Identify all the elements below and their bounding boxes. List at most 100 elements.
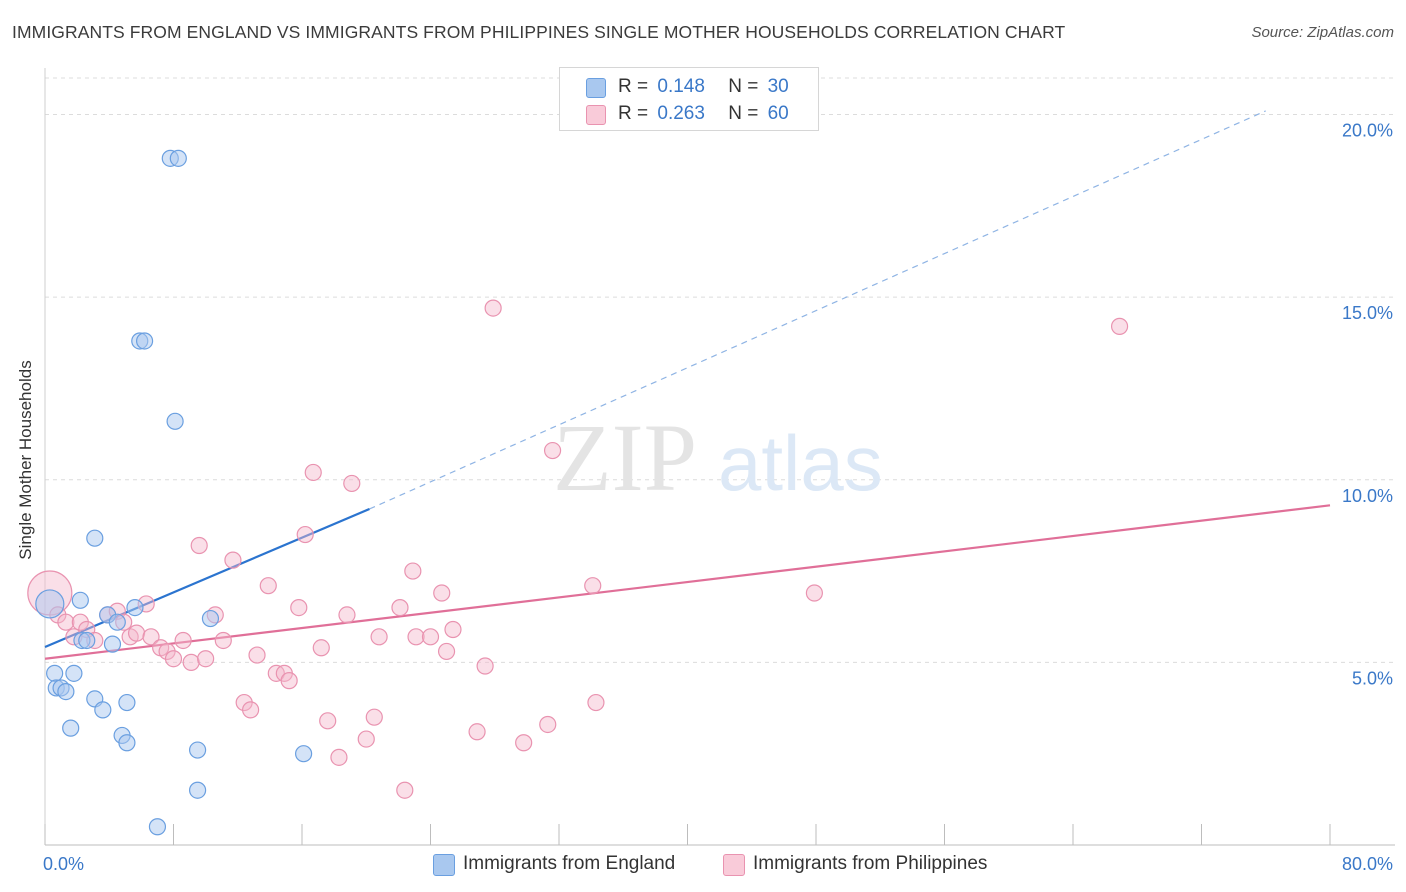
philippines-point <box>280 672 298 690</box>
england-n-label: N = <box>728 76 759 97</box>
y-tick-label: 5.0% <box>1352 668 1393 688</box>
england-point <box>103 635 122 653</box>
axes <box>44 68 1395 846</box>
philippines-point <box>330 748 348 766</box>
philippines-n-value: 60 <box>767 103 789 124</box>
philippines-point <box>407 628 425 646</box>
x-tick-label-max: 80.0% <box>1342 854 1393 874</box>
philippines-point <box>391 598 409 617</box>
philippines-point <box>484 299 502 317</box>
england-n-value: 30 <box>767 76 789 97</box>
philippines-points <box>27 299 1129 799</box>
england-point <box>71 591 89 609</box>
england-point <box>94 701 112 719</box>
philippines-point <box>319 712 337 730</box>
philippines-trend-line <box>44 504 1331 660</box>
grid-lines <box>45 77 1395 663</box>
england-point <box>295 745 313 763</box>
y-axis-title: Single Mother Households <box>16 360 35 560</box>
philippines-point <box>224 551 242 569</box>
philippines-point <box>433 584 451 602</box>
philippines-point <box>304 463 322 482</box>
england-point <box>46 664 64 682</box>
source-credit: Source: ZipAtlas.com <box>1251 24 1394 41</box>
england-point <box>201 609 220 628</box>
y-tick-label: 20.0% <box>1342 121 1393 141</box>
philippines-point <box>57 613 75 631</box>
philippines-point <box>248 646 266 664</box>
england-point <box>148 818 167 836</box>
philippines-point <box>1110 317 1129 335</box>
philippines-point <box>296 525 314 544</box>
philippines-point <box>164 650 183 668</box>
philippines-point <box>587 693 605 712</box>
philippines-point <box>539 715 557 734</box>
england-point <box>188 781 207 799</box>
england-point <box>169 149 187 167</box>
england-r-label: R = <box>618 76 649 97</box>
philippines-point <box>805 584 823 602</box>
england-point <box>188 741 207 759</box>
england-point <box>65 664 83 682</box>
england-point <box>166 412 184 430</box>
philippines-point <box>543 441 562 460</box>
philippines-point <box>214 631 232 650</box>
philippines-point <box>476 657 494 675</box>
watermark: ZIP atlas <box>553 404 883 511</box>
england-r-value: 0.148 <box>657 76 705 97</box>
y-tick-label: 10.0% <box>1342 486 1393 506</box>
england-point <box>78 631 96 650</box>
bottom-england-label: Immigrants from England <box>463 853 676 874</box>
y-axis-title-wrap: Single Mother Households <box>6 340 46 580</box>
philippines-r-label: R = <box>618 103 649 124</box>
england-point <box>62 719 80 737</box>
philippines-point <box>142 628 160 646</box>
philippines-point <box>584 577 602 595</box>
watermark-atlas: atlas <box>718 419 883 507</box>
england-points <box>35 149 313 836</box>
england-trend-extension <box>369 110 1266 510</box>
philippines-point <box>404 562 422 580</box>
philippines-point <box>421 628 440 646</box>
philippines-point <box>127 624 146 642</box>
philippines-point <box>290 598 308 617</box>
england-point <box>118 734 136 752</box>
y-tick-label: 15.0% <box>1342 303 1393 323</box>
philippines-point <box>365 708 383 726</box>
england-point <box>135 332 154 350</box>
england-stats: R = 0.148 N = 30 <box>618 76 789 98</box>
philippines-point <box>437 642 456 661</box>
philippines-stats: R = 0.263 N = 60 <box>618 103 789 125</box>
philippines-swatch <box>586 105 606 125</box>
philippines-point <box>444 620 462 639</box>
philippines-n-label: N = <box>728 103 759 124</box>
philippines-point <box>515 734 533 752</box>
philippines-point <box>259 577 277 595</box>
chart-title: IMMIGRANTS FROM ENGLAND VS IMMIGRANTS FR… <box>12 22 1066 42</box>
philippines-point <box>396 781 414 799</box>
philippines-point <box>242 701 260 719</box>
bottom-philippines-label: Immigrants from Philippines <box>753 853 988 874</box>
watermark-zip: ZIP <box>553 404 697 511</box>
philippines-point <box>370 628 388 646</box>
tick-labels: 5.0% 10.0% 15.0% 20.0% 0.0% 80.0% <box>43 121 1393 874</box>
philippines-point <box>197 650 215 668</box>
england-trend-line <box>44 507 370 649</box>
stats-legend: R = 0.148 N = 30 R = 0.263 N = 60 <box>559 67 819 131</box>
philippines-point <box>174 631 192 650</box>
england-point <box>35 589 65 619</box>
philippines-point <box>182 653 200 671</box>
philippines-point <box>357 730 375 748</box>
philippines-point <box>190 536 208 555</box>
philippines-point <box>338 606 356 624</box>
trend-lines <box>44 110 1331 660</box>
england-swatch <box>586 78 606 98</box>
x-tick-label-min: 0.0% <box>43 854 84 874</box>
philippines-point <box>343 474 361 493</box>
philippines-point <box>312 639 330 657</box>
england-point <box>108 613 126 631</box>
bottom-england-swatch <box>433 854 455 876</box>
philippines-point <box>468 723 486 741</box>
england-point <box>126 598 144 617</box>
